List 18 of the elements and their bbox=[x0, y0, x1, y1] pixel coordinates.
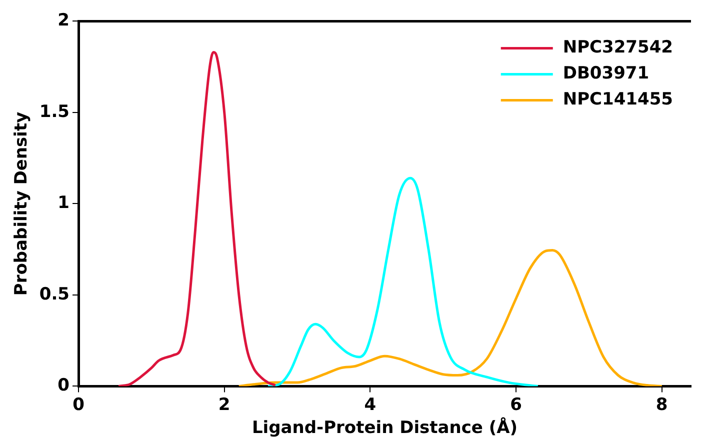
y-tick-label: 0 bbox=[58, 376, 70, 396]
x-tick-label: 4 bbox=[364, 394, 376, 415]
y-tick-label: 1.5 bbox=[39, 102, 70, 122]
legend-label: NPC327542 bbox=[562, 38, 674, 58]
y-axis-title: Probability Density bbox=[12, 112, 32, 296]
x-tick-label: 8 bbox=[656, 394, 668, 415]
y-tick-label: 1 bbox=[58, 193, 70, 214]
legend-label: NPC141455 bbox=[562, 90, 674, 110]
y-tick-label: 2 bbox=[58, 10, 70, 31]
x-axis-title: Ligand-Protein Distance (Å) bbox=[252, 417, 518, 438]
x-tick-label: 0 bbox=[72, 394, 85, 415]
y-tick-label: 0.5 bbox=[39, 284, 70, 304]
x-tick-label: 2 bbox=[218, 394, 230, 415]
line-series bbox=[117, 50, 277, 386]
line-series bbox=[238, 248, 664, 386]
line-series bbox=[266, 176, 540, 386]
legend-label: DB03971 bbox=[562, 64, 650, 84]
x-tick-label: 6 bbox=[510, 394, 522, 415]
